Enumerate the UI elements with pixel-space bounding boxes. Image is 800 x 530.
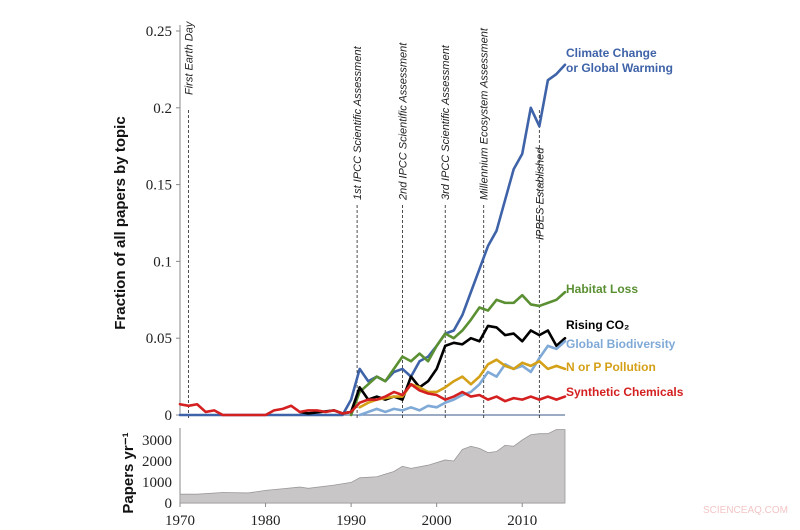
- series-line-3: [358, 339, 567, 417]
- x-tick-label: 1980: [251, 513, 281, 529]
- top-y-tick-label: 0.25: [146, 24, 172, 40]
- series-line-2: [298, 324, 567, 415]
- event-label: 1st IPCC Scientific Assessment: [352, 45, 364, 200]
- series-line-4: [358, 358, 567, 409]
- series-label: or Global Warming: [566, 61, 673, 75]
- x-tick-label: 1990: [336, 513, 366, 529]
- event-label: IPBES Established: [534, 147, 546, 240]
- top-ylabel: Fraction of all papers by topic: [112, 116, 129, 329]
- event-label: 2nd IPCC Scientific Assessment: [397, 42, 409, 201]
- event-label: 3rd IPCC Scientific Assessment: [440, 44, 452, 200]
- bottom-y-tick-label: 3000: [142, 433, 172, 449]
- series-line-5: [178, 382, 567, 417]
- event-label: Millennium Ecosystem Assessment: [479, 27, 491, 200]
- top-y-tick-label: 0.15: [146, 178, 172, 194]
- series-label: Habitat Loss: [566, 282, 638, 296]
- x-tick-label: 2010: [507, 513, 537, 529]
- top-y-tick-label: 0.05: [146, 331, 172, 347]
- series-label: Climate Change: [566, 46, 657, 60]
- series-line-1: [349, 290, 567, 417]
- series-line-0: [178, 63, 567, 417]
- bottom-y-tick-label: 0: [165, 496, 173, 512]
- series-label: Synthetic Chemicals: [566, 385, 684, 399]
- bottom-y-tick-label: 1000: [142, 475, 172, 491]
- series-label: Global Biodiversity: [566, 337, 676, 351]
- watermark: SCIENCEAQ.COM: [702, 505, 788, 516]
- bottom-ylabel: Papers yr⁻¹: [120, 432, 137, 513]
- x-tick-label: 1970: [165, 513, 195, 529]
- top-y-tick-label: 0.2: [153, 101, 172, 117]
- x-tick-label: 2000: [422, 513, 452, 529]
- papers-area: [179, 429, 566, 504]
- bottom-y-tick-label: 2000: [142, 454, 172, 470]
- series-label: Rising CO₂: [566, 318, 629, 332]
- series-label: N or P Pollution: [566, 360, 656, 374]
- top-y-tick-label: 0: [165, 408, 173, 424]
- event-label: First Earth Day: [184, 20, 196, 95]
- top-y-tick-label: 0.1: [153, 254, 172, 270]
